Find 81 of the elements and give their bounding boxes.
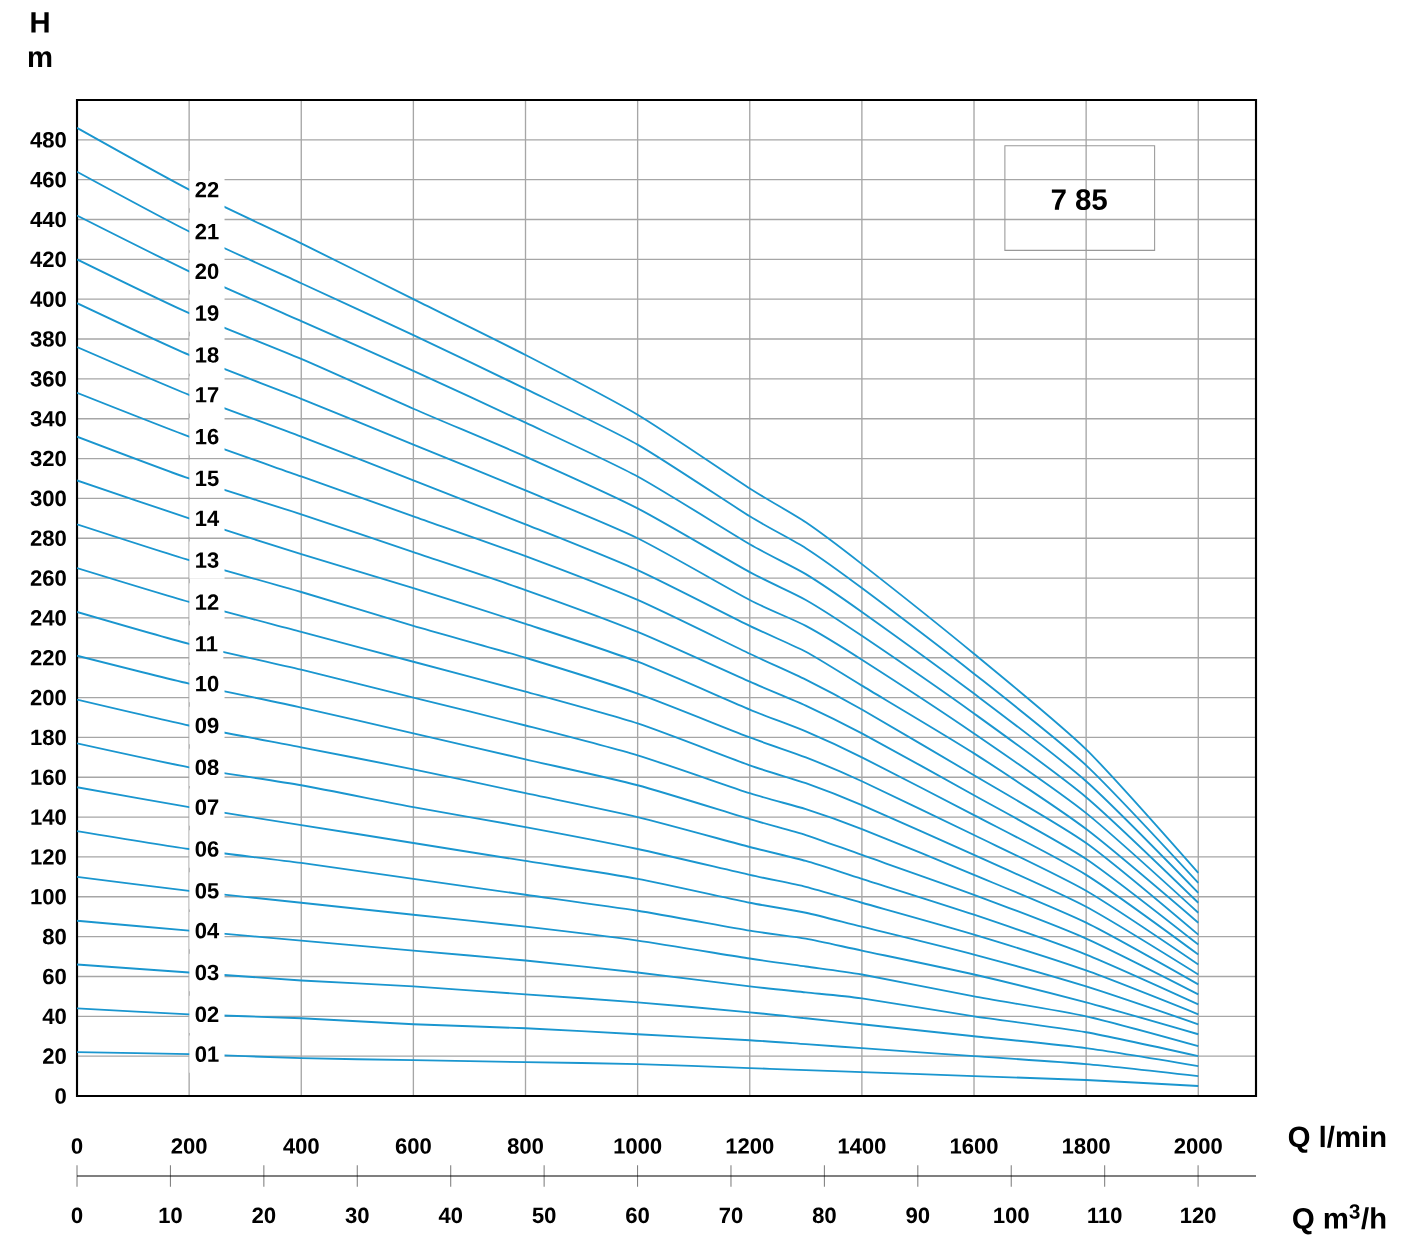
x2-tick-label: 20 [252,1207,276,1224]
y-tick-label: 20 [43,1048,66,1064]
y-tick-label: 300 [30,490,66,507]
line-series [77,830,1200,1036]
y-tick-label: 460 [30,171,66,188]
line-series [77,786,1200,1026]
x-tick-label: 400 [283,1138,319,1154]
series-label: 16 [196,428,219,445]
y-tick-label: 280 [30,530,66,547]
series-label: 18 [196,347,219,363]
x-tick-label: 200 [171,1138,207,1154]
series-label: 19 [196,305,219,321]
y-tick-label: 340 [30,410,66,427]
x2-tick-label: 50 [532,1207,556,1224]
series-label: 15 [196,470,219,487]
y-tick-label: 140 [31,809,66,825]
series-label: 05 [195,883,219,899]
x2-tick-label: 40 [438,1207,463,1224]
series-label: 11 [196,636,218,652]
line-series [77,963,1200,1068]
y-tick-label: 480 [30,132,66,148]
x-axis-title: Q l/min [1288,1125,1386,1153]
series-label: 07 [195,799,219,815]
y-tick-label: 80 [42,928,66,945]
x2-tick-label: 60 [626,1207,649,1224]
x2-tick-label: 10 [159,1207,182,1224]
y-tick-label: 0 [55,1088,66,1104]
x-tick-label: 600 [395,1138,431,1154]
line-series [77,1007,1200,1078]
y-tick-label: 120 [31,849,66,865]
series-label: 09 [195,717,219,734]
y-tick-label: 40 [42,1008,66,1025]
y-tick-label: 320 [30,450,66,467]
y-tick-label: 220 [30,649,66,666]
x2-tick-label: 120 [1181,1207,1216,1224]
series-label: 10 [196,675,219,692]
y-tick-label: 160 [31,769,66,786]
x2-tick-label: 90 [906,1207,930,1224]
x2-axis-title: Q m$^{3}$/h [1293,1204,1386,1235]
y-tick-label: 400 [30,291,66,307]
y-tick-label: 440 [30,211,66,228]
x-tick-label: 0 [71,1138,83,1154]
annotation: 7 85 [1051,189,1107,210]
y-tick-label: 240 [30,610,66,626]
y-tick-label: 260 [30,570,66,586]
y-tick-label: 380 [30,331,66,347]
x-tick-label: 1400 [838,1138,886,1154]
x2-tick-label: 100 [994,1207,1029,1224]
y-tick-label: 60 [43,968,66,985]
x-tick-label: 1000 [614,1138,662,1154]
x2-tick-label: 70 [719,1207,743,1224]
x2-tick-label: 80 [812,1207,836,1224]
series-label: 03 [195,964,219,981]
y-tick-label: 420 [30,251,66,268]
x-tick-label: 1800 [1063,1138,1110,1154]
x-tick-label: 1600 [950,1138,998,1154]
series-label: 06 [195,841,219,857]
y-tick-label: 360 [30,371,66,387]
series-label: 17 [196,387,219,403]
series-label: 13 [196,552,219,568]
series-label: 04 [195,922,220,939]
series-label: 14 [196,510,220,526]
x-tick-label: 1200 [726,1138,774,1154]
series-label: 21 [195,223,219,240]
x2-tick-label: 30 [345,1207,369,1224]
y-tick-label: 100 [31,888,66,905]
series-label: 01 [195,1046,219,1062]
line-series [77,698,1200,1006]
series-label: 22 [195,181,219,198]
series-label: 08 [195,759,219,776]
y-tick-label: 200 [30,689,66,706]
y-tick-label: 180 [31,729,66,746]
series-label: 12 [196,594,219,610]
x2-tick-label: 0 [71,1207,83,1224]
series-label: 20 [195,263,219,280]
x-tick-label: 800 [507,1138,543,1154]
y-axis-title: H m [28,12,52,68]
x-tick-label: 2000 [1174,1138,1222,1154]
series-label: 02 [195,1006,219,1023]
x2-tick-label: 110 [1088,1207,1122,1224]
line-series [77,875,1200,1048]
